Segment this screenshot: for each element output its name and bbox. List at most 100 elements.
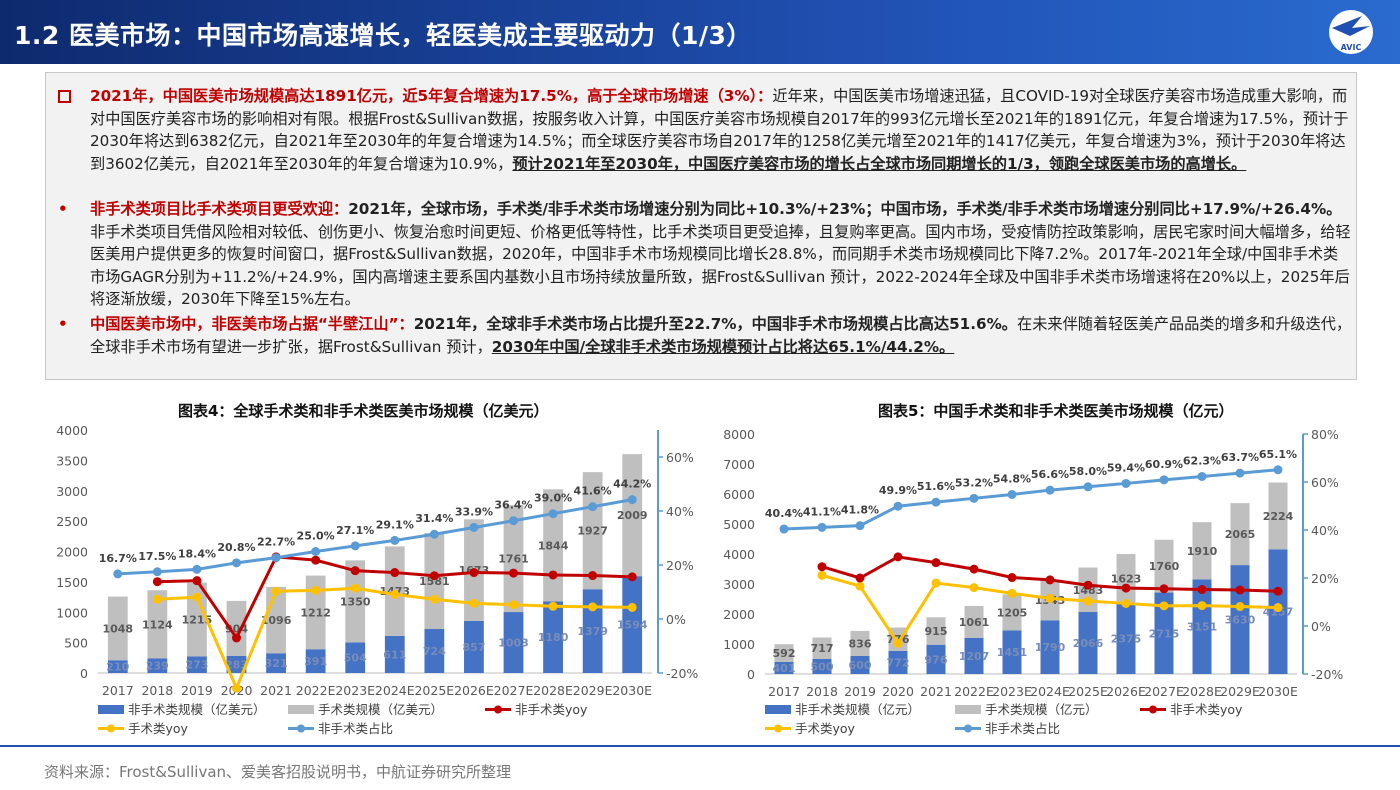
- nonsurgical-yoy-point: [588, 571, 598, 581]
- surgical-value-label: 1844: [538, 539, 569, 552]
- y2-tick-label: 0%: [666, 612, 686, 627]
- nonsurgical-value-label: 611: [383, 648, 406, 661]
- nonsurgical-share-point: [152, 567, 162, 577]
- nonsurgical-value-label: 283: [225, 658, 248, 671]
- surgical-value-label: 1761: [498, 553, 529, 566]
- nonsurgical-share-point: [931, 497, 941, 507]
- nonsurgical-yoy-point: [1121, 583, 1131, 593]
- surgical-value-label: 1760: [1149, 560, 1180, 573]
- nonsurgical-bar: [147, 658, 168, 673]
- surgical-value-label: 1048: [102, 622, 133, 635]
- surgical-yoy-point: [1235, 602, 1245, 612]
- nonsurgical-yoy-point: [1045, 575, 1055, 585]
- nonsurgical-bar: [384, 635, 405, 673]
- surgical-yoy-point: [390, 589, 400, 599]
- share-value-label: 41.1%: [803, 505, 841, 518]
- surgical-yoy-point: [271, 586, 281, 596]
- y2-tick-label: 20%: [666, 558, 694, 573]
- nonsurgical-share-point: [1197, 471, 1207, 481]
- legend-swatch: [288, 705, 314, 714]
- nonsurgical-share-point: [509, 516, 518, 526]
- x-tick-label: 2024E: [375, 683, 415, 698]
- nonsurgical-yoy-point: [1235, 585, 1245, 595]
- surgical-value-label: 2009: [617, 509, 648, 522]
- surgical-bar: [1154, 539, 1174, 593]
- surgical-bar: [774, 644, 794, 662]
- nonsurgical-share-point: [232, 558, 241, 568]
- nonsurgical-bar: [1078, 612, 1098, 674]
- nonsurgical-bar: [926, 644, 946, 674]
- svg-text:AVIC: AVIC: [1341, 43, 1362, 52]
- legend-label: 非手术类yoy: [515, 702, 588, 717]
- surgical-yoy-point: [1121, 598, 1131, 608]
- x-tick-label: 2024E: [1030, 684, 1070, 699]
- x-tick-label: 2028E: [533, 683, 573, 698]
- paragraph-1-body: 近年来，中国医美市场增速迅猛，且COVID-19对全球医疗美容市场造成重大影响，…: [90, 87, 1349, 173]
- nonsurgical-share-point: [113, 569, 123, 579]
- y-tick-label: 2500: [56, 514, 88, 529]
- nonsurgical-yoy-point: [429, 571, 439, 581]
- x-tick-label: 2030E: [612, 683, 652, 698]
- nonsurgical-share-line: [783, 468, 1279, 531]
- nonsurgical-yoy-point: [855, 573, 865, 583]
- legend-marker: [297, 724, 305, 733]
- surgical-yoy-point: [192, 592, 202, 602]
- paragraph-3-bullet: •: [58, 315, 68, 333]
- x-tick-label: 2026E: [1106, 684, 1146, 699]
- share-value-label: 27.1%: [336, 524, 374, 537]
- surgical-yoy-point: [817, 570, 827, 580]
- x-tick-label: 2030E: [1258, 684, 1298, 699]
- y-tick-label: 3000: [723, 577, 755, 592]
- share-value-label: 44.2%: [613, 478, 651, 491]
- legend-label: 手术类规模（亿元）: [985, 702, 1098, 717]
- nonsurgical-yoy-point: [350, 566, 360, 576]
- y-tick-label: 8000: [723, 427, 755, 442]
- nonsurgical-share-point: [548, 509, 558, 519]
- surgical-bar: [926, 617, 946, 645]
- surgical-value-label: 915: [925, 625, 948, 638]
- nonsurgical-share-point: [390, 535, 400, 545]
- paragraph-3-bold: 2021年，全球非手术类市场占比提升至22.7%，中国非手术市场规模占比高达51…: [413, 315, 1017, 333]
- x-tick-label: 2027E: [494, 683, 534, 698]
- nonsurgical-bar: [1040, 620, 1060, 674]
- footer: 资料来源：Frost&Sullivan、爱美客招股说明书，中航证券研究所整理: [0, 745, 1400, 790]
- nonsurgical-share-point: [1121, 478, 1131, 488]
- nonsurgical-yoy-point: [1083, 580, 1093, 590]
- nonsurgical-value-label: 500: [811, 661, 834, 674]
- nonsurgical-share-point: [192, 564, 202, 574]
- legend-marker: [1149, 705, 1157, 714]
- surgical-value-label: 2065: [1225, 528, 1256, 541]
- x-tick-label: 2025E: [414, 683, 454, 698]
- y-tick-label: 4000: [56, 423, 88, 438]
- share-value-label: 49.9%: [879, 484, 917, 497]
- paragraph-1-tail: 预计2021年至2030年，中国医疗美容市场的增长占全球市场同期增长的1/3，领…: [512, 154, 1247, 173]
- nonsurgical-value-label: 3151: [1187, 621, 1218, 634]
- nonsurgical-value-label: 600: [849, 659, 872, 672]
- nonsurgical-bar: [305, 649, 326, 673]
- nonsurgical-value-label: 2066: [1073, 637, 1104, 650]
- share-value-label: 56.6%: [1031, 468, 1069, 481]
- nonsurgical-bar: [774, 661, 794, 674]
- nonsurgical-value-label: 3630: [1225, 614, 1256, 627]
- share-value-label: 29.1%: [376, 518, 414, 531]
- surgical-yoy-point: [1045, 593, 1055, 603]
- legend-label: 手术类yoy: [128, 721, 189, 736]
- global-market-chart: 0 500 1000 1500 2000 2500 3000 3500 4000 -20% 0% 20…: [56, 423, 698, 736]
- square-bullet-icon: [58, 85, 71, 110]
- legend-label: 非手术类规模（亿美元）: [128, 702, 266, 717]
- surgical-yoy-point: [855, 581, 865, 591]
- nonsurgical-value-label: 1594: [617, 619, 648, 632]
- surgical-value-label: 1096: [261, 614, 292, 627]
- legend-swatch: [955, 705, 981, 714]
- surgical-yoy-point: [931, 578, 941, 588]
- surgical-value-label: 1205: [997, 606, 1028, 619]
- nonsurgical-value-label: 1379: [577, 625, 608, 638]
- nonsurgical-share-point: [469, 522, 479, 532]
- share-value-label: 41.6%: [574, 485, 612, 498]
- surgical-yoy-point: [311, 585, 321, 595]
- surgical-value-label: 1061: [959, 616, 990, 629]
- share-value-label: 40.4%: [765, 507, 803, 520]
- surgical-value-label: 592: [773, 647, 796, 660]
- share-value-label: 31.4%: [415, 512, 453, 525]
- surgical-yoy-point: [429, 594, 439, 604]
